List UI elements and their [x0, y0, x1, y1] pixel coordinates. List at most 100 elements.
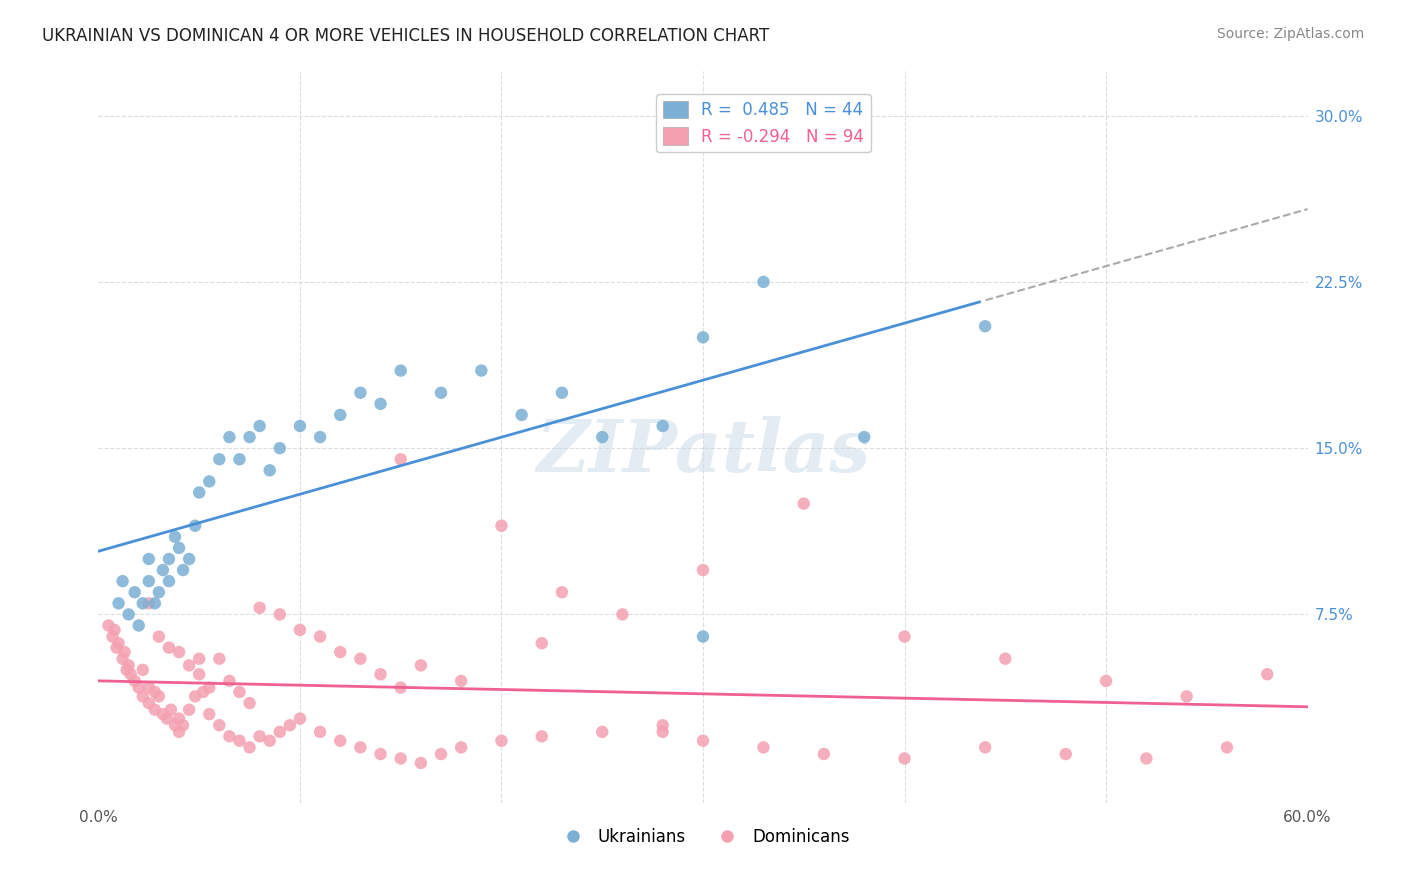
- Point: [329, 645, 352, 659]
- Point: [167, 712, 190, 726]
- Point: [124, 673, 146, 688]
- Point: [288, 712, 311, 726]
- Point: [148, 630, 170, 644]
- Point: [974, 740, 997, 755]
- Point: [157, 552, 180, 566]
- Point: [793, 497, 815, 511]
- Point: [239, 740, 262, 755]
- Point: [132, 690, 155, 704]
- Point: [172, 718, 194, 732]
- Point: [179, 658, 201, 673]
- Point: [1095, 673, 1118, 688]
- Point: [115, 663, 138, 677]
- Point: [128, 618, 150, 632]
- Point: [124, 585, 146, 599]
- Point: [97, 618, 120, 632]
- Point: [120, 667, 142, 681]
- Point: [370, 747, 392, 761]
- Point: [152, 707, 174, 722]
- Point: [172, 563, 194, 577]
- Point: [389, 751, 412, 765]
- Point: [288, 623, 311, 637]
- Point: [138, 681, 160, 695]
- Point: [152, 563, 174, 577]
- Point: [309, 430, 332, 444]
- Point: [692, 733, 714, 747]
- Point: [160, 703, 183, 717]
- Point: [138, 574, 160, 589]
- Point: [193, 685, 215, 699]
- Point: [278, 718, 301, 732]
- Point: [259, 733, 281, 747]
- Point: [651, 724, 673, 739]
- Point: [239, 430, 262, 444]
- Point: [1256, 667, 1278, 681]
- Point: [591, 724, 613, 739]
- Text: Source: ZipAtlas.com: Source: ZipAtlas.com: [1216, 27, 1364, 41]
- Point: [103, 623, 125, 637]
- Point: [651, 419, 673, 434]
- Point: [329, 733, 352, 747]
- Point: [198, 707, 221, 722]
- Point: [491, 733, 513, 747]
- Point: [228, 685, 250, 699]
- Point: [450, 740, 472, 755]
- Text: UKRAINIAN VS DOMINICAN 4 OR MORE VEHICLES IN HOUSEHOLD CORRELATION CHART: UKRAINIAN VS DOMINICAN 4 OR MORE VEHICLE…: [42, 27, 769, 45]
- Point: [249, 419, 271, 434]
- Point: [157, 640, 180, 655]
- Point: [551, 585, 574, 599]
- Point: [752, 740, 775, 755]
- Point: [198, 681, 221, 695]
- Point: [105, 640, 128, 655]
- Point: [143, 596, 166, 610]
- Point: [107, 596, 129, 610]
- Point: [329, 408, 352, 422]
- Point: [893, 630, 915, 644]
- Point: [692, 630, 714, 644]
- Point: [530, 636, 553, 650]
- Point: [118, 607, 141, 622]
- Point: [651, 718, 673, 732]
- Point: [551, 385, 574, 400]
- Point: [249, 729, 271, 743]
- Point: [309, 724, 332, 739]
- Point: [114, 645, 136, 659]
- Point: [309, 630, 332, 644]
- Point: [491, 518, 513, 533]
- Point: [148, 690, 170, 704]
- Point: [288, 419, 311, 434]
- Point: [148, 585, 170, 599]
- Point: [239, 696, 262, 710]
- Point: [813, 747, 835, 761]
- Point: [389, 452, 412, 467]
- Point: [269, 441, 291, 455]
- Point: [218, 673, 240, 688]
- Point: [470, 363, 492, 377]
- Point: [208, 651, 231, 665]
- Point: [179, 703, 201, 717]
- Point: [208, 718, 231, 732]
- Point: [101, 630, 124, 644]
- Point: [430, 385, 453, 400]
- Point: [208, 452, 231, 467]
- Point: [430, 747, 453, 761]
- Point: [143, 685, 166, 699]
- Point: [228, 452, 250, 467]
- Point: [1135, 751, 1157, 765]
- Point: [138, 696, 160, 710]
- Point: [163, 718, 186, 732]
- Point: [111, 574, 134, 589]
- Point: [1216, 740, 1239, 755]
- Point: [269, 724, 291, 739]
- Point: [143, 703, 166, 717]
- Point: [591, 430, 613, 444]
- Point: [974, 319, 997, 334]
- Point: [111, 651, 134, 665]
- Point: [167, 724, 190, 739]
- Point: [530, 729, 553, 743]
- Point: [156, 712, 179, 726]
- Point: [1054, 747, 1077, 761]
- Point: [198, 475, 221, 489]
- Point: [269, 607, 291, 622]
- Point: [188, 485, 211, 500]
